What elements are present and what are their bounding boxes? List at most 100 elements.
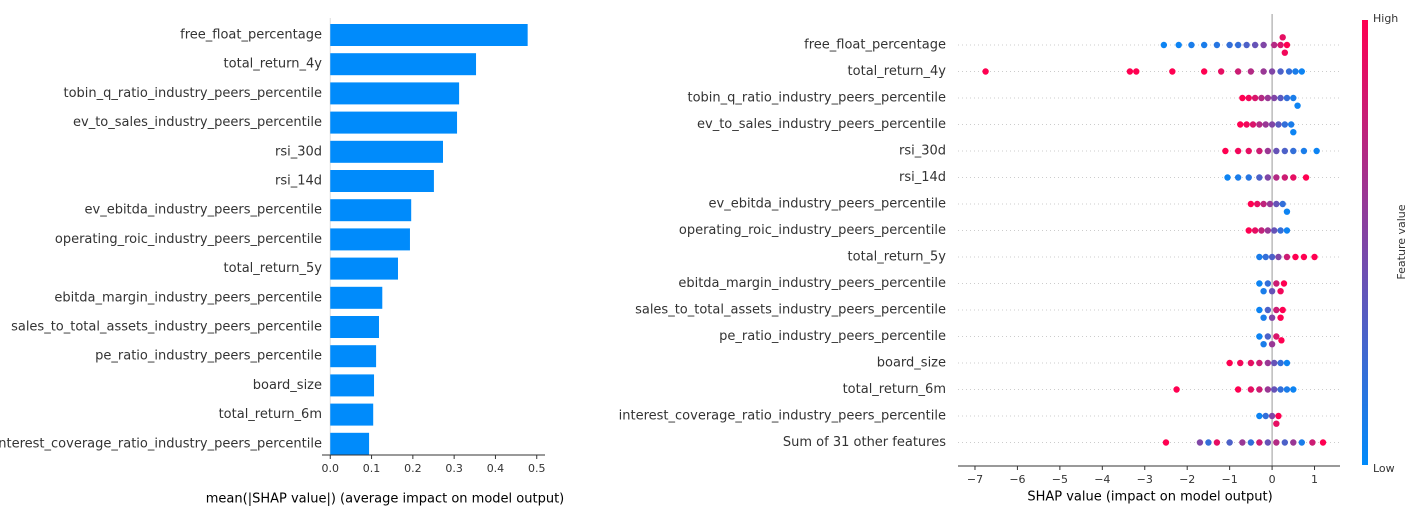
colorbar-high: High xyxy=(1373,12,1398,25)
dot xyxy=(1279,34,1286,41)
dot xyxy=(1162,439,1170,446)
y-tick-label: tobin_q_ratio_industry_peers_percentile xyxy=(687,91,946,106)
bar xyxy=(330,170,434,192)
y-tick-label: Sum of 31 other features xyxy=(783,435,946,450)
dot xyxy=(1251,227,1259,234)
dot xyxy=(1262,253,1269,261)
y-tick-label: ev_to_sales_industry_peers_percentile xyxy=(73,115,322,130)
dot xyxy=(1273,280,1280,287)
dot xyxy=(1249,121,1257,128)
dot xyxy=(1264,147,1272,155)
dot xyxy=(1256,280,1263,287)
bar xyxy=(330,24,528,46)
y-tick-label: ebitda_margin_industry_peers_percentile xyxy=(678,276,946,291)
dot xyxy=(1258,227,1265,234)
y-tick-label: pe_ratio_industry_peers_percentile xyxy=(95,349,322,364)
dot xyxy=(1169,68,1176,75)
dot xyxy=(1278,337,1285,344)
bar xyxy=(330,228,410,251)
dot xyxy=(1313,147,1320,155)
dot xyxy=(1247,439,1255,446)
dot xyxy=(1256,147,1263,155)
x-tick-label: −6 xyxy=(1009,473,1025,486)
dot xyxy=(1294,102,1301,109)
y-tick-label: tobin_q_ratio_industry_peers_percentile xyxy=(63,86,322,101)
x-axis-label: mean(|SHAP value|) (average impact on mo… xyxy=(206,492,564,507)
dot xyxy=(1268,287,1276,295)
dot xyxy=(1247,359,1255,367)
y-tick-label: ev_ebitda_industry_peers_percentile xyxy=(709,197,947,212)
dot xyxy=(1273,200,1280,208)
dot xyxy=(1251,41,1259,49)
dot xyxy=(1264,439,1272,446)
dot xyxy=(1200,68,1208,75)
x-tick-label: −1 xyxy=(1222,473,1238,486)
dot xyxy=(1213,41,1221,49)
dot xyxy=(1245,174,1252,181)
colorbar-label: Feature value xyxy=(1395,204,1408,279)
dot xyxy=(1222,147,1229,155)
bar xyxy=(330,140,443,163)
dot xyxy=(1260,41,1267,49)
y-tick-label: total_return_6m xyxy=(219,407,322,422)
dot xyxy=(1277,41,1284,49)
dot xyxy=(1226,359,1233,367)
dot xyxy=(1268,253,1276,261)
dot xyxy=(1237,121,1244,128)
dot xyxy=(1268,68,1276,75)
dot xyxy=(1283,359,1291,367)
bar xyxy=(330,257,398,280)
bar xyxy=(330,345,377,368)
dot xyxy=(1196,439,1204,446)
dot xyxy=(1271,227,1278,234)
dot xyxy=(1256,439,1263,446)
dot xyxy=(1213,439,1221,446)
y-tick-label: operating_roic_industry_peers_percentile xyxy=(679,223,946,238)
dot xyxy=(1234,41,1242,49)
dot xyxy=(1243,121,1250,128)
y-tick-label: total_return_4y xyxy=(224,57,323,72)
x-tick-label: 0.1 xyxy=(363,462,381,475)
dot xyxy=(1292,68,1299,75)
bar xyxy=(330,82,460,105)
y-tick-label: sales_to_total_assets_industry_peers_per… xyxy=(635,303,946,318)
dot xyxy=(1290,439,1297,446)
dot xyxy=(1309,439,1316,446)
dot xyxy=(1268,412,1276,420)
y-tick-label: rsi_14d xyxy=(275,174,322,189)
dot xyxy=(1290,386,1297,393)
dot xyxy=(1277,287,1284,295)
dot xyxy=(1311,253,1318,261)
dot xyxy=(1266,200,1274,208)
dot xyxy=(1279,200,1286,208)
x-tick-label: −2 xyxy=(1179,473,1195,486)
dot xyxy=(1264,94,1272,102)
dot xyxy=(1237,359,1244,367)
dot xyxy=(1302,174,1310,181)
dot xyxy=(1226,439,1233,446)
dot xyxy=(1160,41,1168,49)
dot xyxy=(1271,41,1278,49)
dot xyxy=(1126,68,1134,75)
dot xyxy=(1258,94,1265,102)
dot xyxy=(1283,208,1291,215)
y-tick-label: pe_ratio_industry_peers_percentile xyxy=(719,329,946,344)
dot xyxy=(1290,147,1297,155)
x-tick-label: 0.4 xyxy=(487,462,505,475)
dot xyxy=(1247,200,1255,208)
bar xyxy=(330,374,375,397)
dot xyxy=(1247,68,1255,75)
dot xyxy=(1256,386,1263,393)
dot xyxy=(1234,386,1242,393)
dot xyxy=(1175,41,1182,49)
dot xyxy=(1264,174,1272,181)
dot xyxy=(1281,439,1289,446)
y-tick-label: ev_ebitda_industry_peers_percentile xyxy=(85,203,323,218)
y-tick-label: rsi_30d xyxy=(899,144,946,159)
y-tick-label: free_float_percentage xyxy=(180,28,322,43)
dot xyxy=(1264,359,1272,367)
dot xyxy=(1256,253,1263,261)
dot xyxy=(1275,121,1282,128)
dot xyxy=(1234,174,1242,181)
dot xyxy=(1260,200,1267,208)
